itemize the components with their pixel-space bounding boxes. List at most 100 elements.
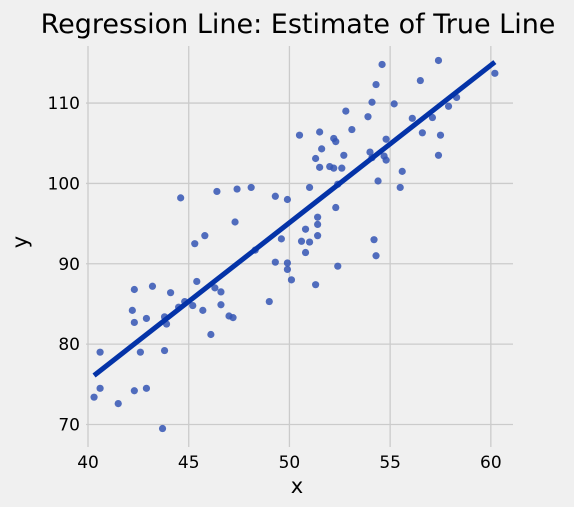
data-point xyxy=(314,232,322,240)
data-point xyxy=(96,348,104,356)
x-tick-label: 60 xyxy=(480,453,502,473)
data-point xyxy=(305,183,314,192)
y-tick-label: 70 xyxy=(58,415,80,435)
data-point xyxy=(130,387,138,395)
data-point xyxy=(316,128,324,136)
data-point xyxy=(211,284,219,292)
data-point xyxy=(136,348,144,356)
data-point xyxy=(130,318,138,327)
data-point xyxy=(287,276,296,284)
data-point xyxy=(330,164,338,172)
y-tick-label: 100 xyxy=(48,174,80,194)
tick-labels: 40 45 50 55 60 70 80 90 100 110 xyxy=(48,94,502,473)
data-point xyxy=(130,285,138,294)
data-point xyxy=(382,135,390,143)
data-point xyxy=(428,113,437,122)
data-point xyxy=(491,69,499,77)
data-point xyxy=(148,282,157,290)
data-point xyxy=(312,281,320,289)
data-point xyxy=(314,220,322,229)
x-axis-label: x xyxy=(291,474,303,498)
regression-line-group xyxy=(92,60,497,378)
data-point xyxy=(416,76,424,85)
data-point xyxy=(201,232,209,240)
data-point xyxy=(217,288,225,296)
data-point xyxy=(96,384,104,392)
data-point xyxy=(368,98,376,106)
data-point xyxy=(374,177,382,185)
data-point xyxy=(277,235,285,243)
data-point xyxy=(142,314,151,323)
data-point xyxy=(142,384,151,392)
data-point xyxy=(207,330,215,339)
data-point xyxy=(295,131,304,139)
data-point xyxy=(364,113,372,121)
y-tick-label: 90 xyxy=(58,255,80,275)
data-point xyxy=(158,424,167,433)
data-point xyxy=(233,185,241,193)
data-point xyxy=(283,265,292,274)
chart-title: Regression Line: Estimate of True Line xyxy=(41,9,556,40)
data-point xyxy=(283,195,292,204)
data-point xyxy=(128,306,136,314)
data-point xyxy=(229,314,237,322)
data-point xyxy=(217,301,225,309)
data-point xyxy=(378,60,386,69)
y-axis-label: y xyxy=(8,236,32,248)
data-point xyxy=(199,306,207,314)
data-point xyxy=(332,138,340,146)
data-point xyxy=(271,192,279,200)
data-point xyxy=(372,80,380,89)
data-point xyxy=(382,156,390,164)
data-point xyxy=(348,125,356,134)
data-point xyxy=(342,107,350,115)
data-point xyxy=(396,183,404,192)
data-point xyxy=(265,297,273,306)
data-point xyxy=(338,164,346,172)
data-point xyxy=(314,213,322,221)
data-point xyxy=(436,131,445,139)
data-point xyxy=(301,225,310,233)
data-point xyxy=(160,346,169,355)
data-point xyxy=(114,400,122,408)
data-point xyxy=(247,183,255,192)
data-point xyxy=(366,148,374,156)
data-point xyxy=(434,56,443,65)
data-point xyxy=(312,154,320,163)
data-point xyxy=(283,259,292,267)
data-point xyxy=(408,114,416,122)
data-point xyxy=(434,151,443,159)
data-point xyxy=(193,277,201,286)
x-tick-label: 40 xyxy=(77,453,99,473)
data-point xyxy=(166,289,175,297)
data-point xyxy=(301,248,310,257)
data-point xyxy=(213,187,221,196)
data-point xyxy=(398,167,406,175)
data-point xyxy=(318,145,326,153)
x-tick-label: 55 xyxy=(379,453,401,473)
data-point xyxy=(305,238,314,246)
data-point xyxy=(316,163,324,171)
regression-line xyxy=(92,60,497,378)
data-point xyxy=(444,102,453,110)
data-point xyxy=(418,129,426,137)
data-point xyxy=(334,262,342,270)
data-point xyxy=(390,100,398,108)
data-points xyxy=(90,56,499,433)
data-point xyxy=(231,218,239,226)
y-tick-label: 80 xyxy=(58,335,80,355)
data-point xyxy=(189,301,197,310)
x-tick-label: 50 xyxy=(279,453,301,473)
y-tick-label: 110 xyxy=(48,94,80,114)
data-point xyxy=(372,252,380,260)
data-point xyxy=(370,236,378,244)
x-tick-label: 45 xyxy=(178,453,200,473)
data-point xyxy=(332,203,340,212)
data-point xyxy=(297,237,306,245)
data-point xyxy=(340,151,348,159)
data-point xyxy=(90,393,98,401)
data-point xyxy=(177,194,185,202)
data-point xyxy=(191,240,199,248)
